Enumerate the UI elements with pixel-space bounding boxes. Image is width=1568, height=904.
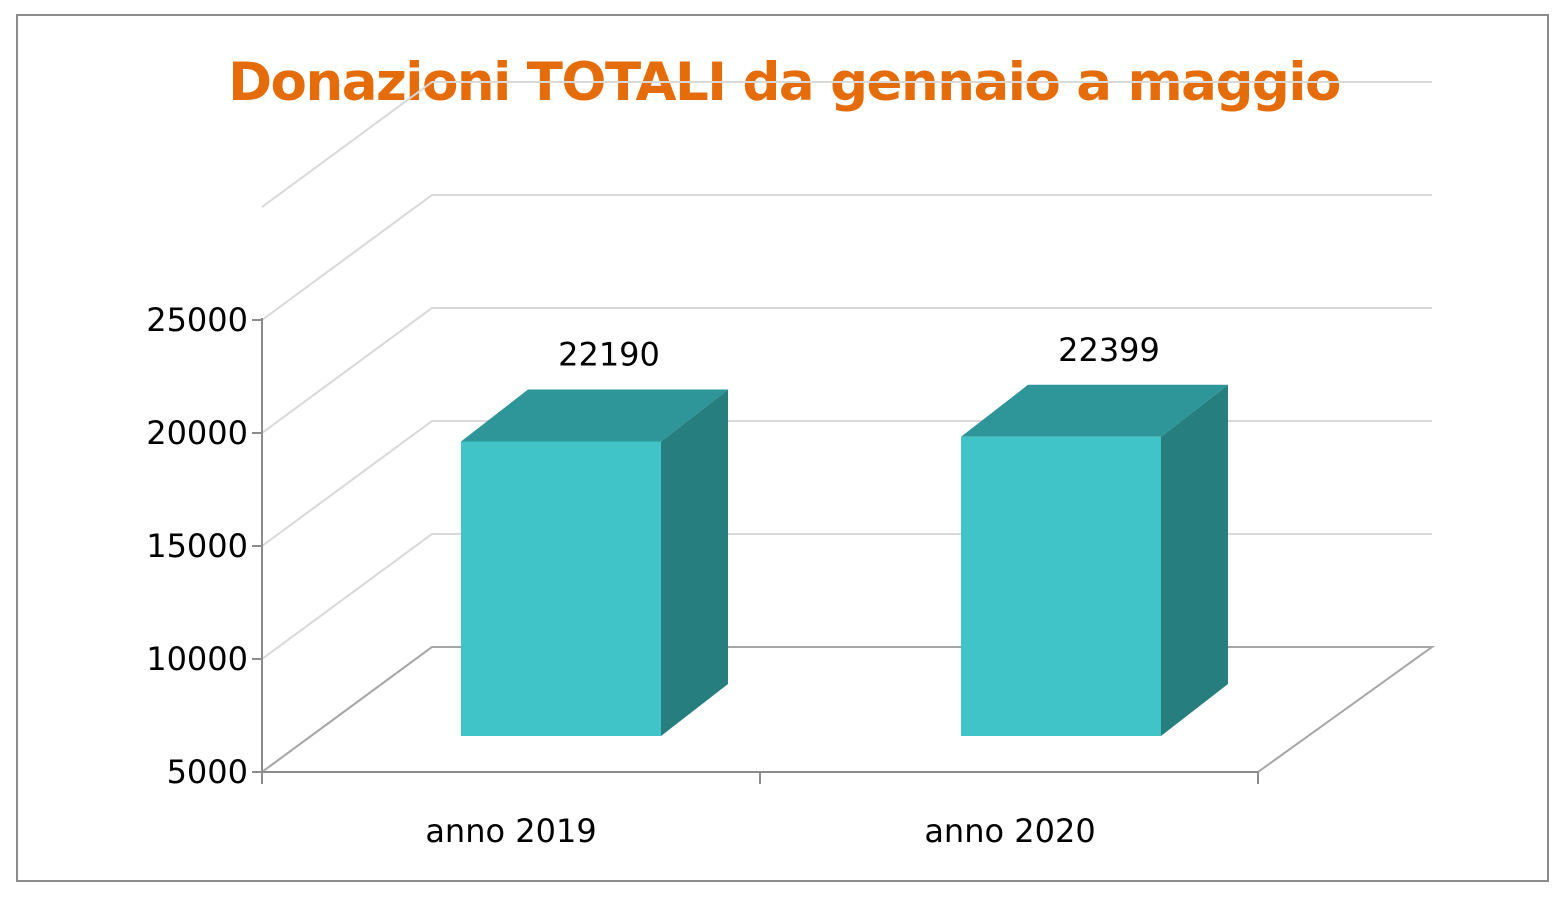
bar-side-face [1161, 384, 1228, 736]
gridline [261, 533, 1432, 660]
chart-frame [16, 14, 1549, 882]
gridline [261, 646, 1432, 773]
bar-front-face [961, 436, 1161, 736]
bar-top-face [961, 384, 1228, 437]
bar [461, 389, 728, 736]
bar [961, 384, 1228, 736]
bar-top-face [461, 389, 728, 442]
gridline [261, 81, 1432, 208]
labels: 5000 10000 15000 20000 25000 22190 22399 anno 2… [146, 301, 1160, 850]
y-tick-label: 25000 [146, 301, 248, 339]
gridline [261, 420, 1432, 547]
y-tick-label: 10000 [146, 640, 248, 678]
bar-front-face [461, 441, 661, 736]
y-tick-label: 5000 [167, 753, 248, 791]
x-category-label: anno 2020 [924, 812, 1095, 850]
gridline [261, 194, 1432, 321]
floor-outline [261, 646, 1436, 773]
y-tick-label: 15000 [146, 527, 248, 565]
bars [461, 384, 1228, 736]
data-label: 22399 [1058, 331, 1160, 369]
bar-side-face [661, 389, 728, 736]
gridline [261, 307, 1432, 434]
y-tick-label: 20000 [146, 414, 248, 452]
data-label: 22190 [558, 336, 660, 374]
axes [252, 318, 1259, 784]
gridlines [261, 81, 1436, 773]
x-category-label: anno 2019 [425, 812, 596, 850]
